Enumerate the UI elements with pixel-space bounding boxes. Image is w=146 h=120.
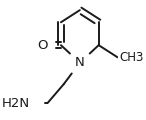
Text: O: O	[37, 39, 47, 52]
Text: H2N: H2N	[2, 97, 30, 110]
Text: CH3: CH3	[119, 51, 143, 64]
Text: N: N	[75, 56, 85, 69]
